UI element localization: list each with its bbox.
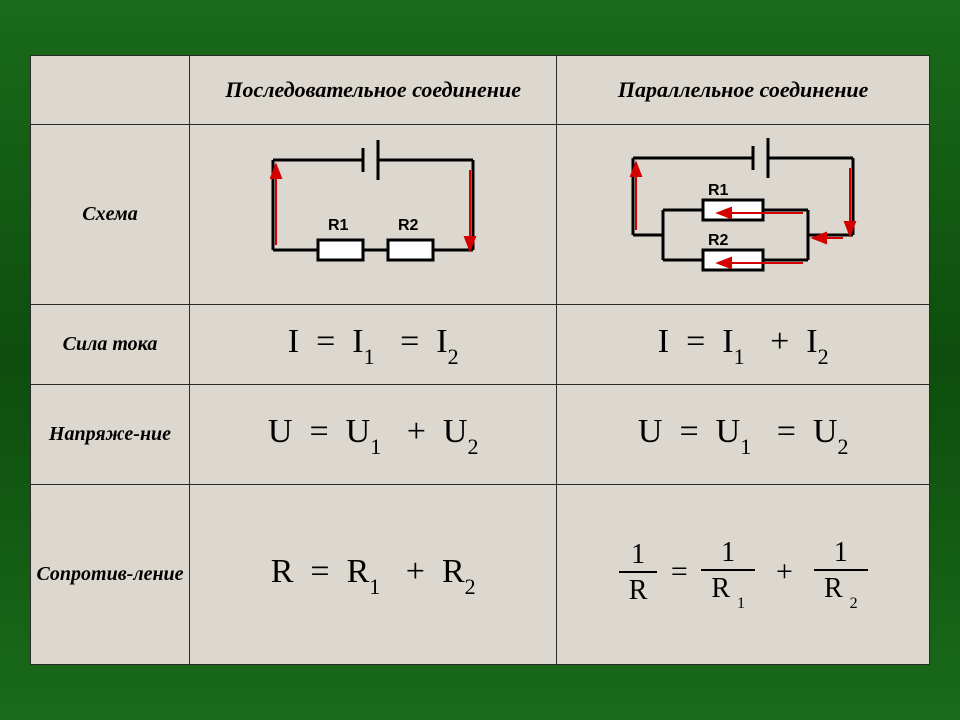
series-current-formula: I = I1 = I2 [190,305,557,385]
parallel-circuit-cell: R1 R2 [557,125,930,305]
parallel-r2-label: R2 [708,232,729,249]
row-schema-label: Схема [31,125,190,305]
series-circuit-diagram: R1 R2 [233,130,513,300]
header-parallel: Параллельное соединение [557,56,930,125]
row-resistance-label: Сопротив-ление [31,485,190,665]
series-r1-label: R1 [328,217,349,234]
parallel-current-formula: I = I1 + I2 [557,305,930,385]
row-current-label: Сила тока [31,305,190,385]
series-circuit-cell: R1 R2 [190,125,557,305]
row-voltage-label: Напряже-ние [31,385,190,485]
series-r2-label: R2 [398,217,419,234]
series-resistance-formula: R = R1 + R2 [190,485,557,665]
parallel-r1-label: R1 [708,182,729,199]
parallel-resistance-formula: 1R = 1R 1 + 1R 2 [557,485,930,665]
comparison-table: Последовательное соединение Параллельное… [30,55,930,665]
parallel-circuit-diagram: R1 R2 [593,130,893,300]
parallel-voltage-formula: U = U1 = U2 [557,385,930,485]
header-series: Последовательное соединение [190,56,557,125]
header-empty [31,56,190,125]
series-voltage-formula: U = U1 + U2 [190,385,557,485]
